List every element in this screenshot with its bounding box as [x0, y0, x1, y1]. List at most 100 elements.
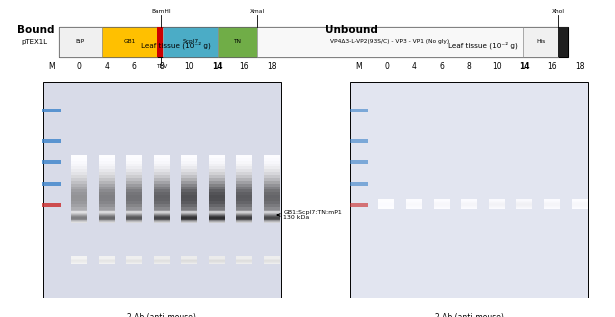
Bar — [154, 211, 170, 214]
Bar — [181, 181, 197, 184]
Bar — [209, 172, 225, 175]
Bar — [71, 164, 87, 166]
Bar — [264, 212, 280, 215]
Bar — [489, 204, 505, 207]
Bar — [154, 161, 170, 164]
Text: pTEX1L: pTEX1L — [22, 39, 47, 45]
Bar — [154, 259, 170, 261]
Bar — [209, 164, 225, 166]
Bar — [264, 155, 280, 158]
Bar — [98, 259, 114, 261]
Text: Unbound: Unbound — [325, 25, 378, 35]
Bar — [237, 257, 253, 260]
Bar — [237, 218, 253, 221]
Bar — [264, 186, 280, 190]
Bar — [181, 175, 197, 178]
Bar — [209, 201, 225, 204]
Bar — [71, 192, 87, 195]
Bar — [209, 212, 225, 215]
Bar — [461, 199, 477, 201]
Bar — [350, 139, 368, 143]
Bar — [350, 160, 368, 164]
Bar — [71, 166, 87, 169]
Bar — [71, 215, 87, 218]
Bar — [157, 27, 163, 57]
Bar — [98, 195, 114, 198]
Bar — [209, 219, 225, 222]
Bar — [126, 259, 142, 261]
Bar — [98, 184, 114, 187]
Bar — [154, 186, 170, 190]
Bar — [378, 203, 394, 205]
Bar — [181, 207, 197, 210]
Bar — [237, 211, 253, 213]
Bar — [154, 211, 170, 213]
Bar — [43, 82, 280, 298]
Bar — [98, 211, 114, 213]
Bar — [544, 206, 560, 209]
Bar — [181, 204, 197, 207]
Bar — [264, 192, 280, 195]
Bar — [126, 192, 142, 195]
Bar — [154, 259, 170, 262]
Bar — [71, 195, 87, 198]
Bar — [181, 212, 197, 215]
Bar — [434, 206, 450, 209]
Bar — [544, 203, 560, 205]
Bar — [126, 212, 142, 215]
Bar — [154, 214, 170, 217]
Bar — [71, 178, 87, 181]
Bar — [98, 211, 114, 214]
Bar — [489, 201, 505, 203]
Bar — [71, 261, 87, 264]
Bar — [154, 172, 170, 175]
Bar — [71, 172, 87, 175]
Bar — [571, 201, 587, 203]
Bar — [209, 175, 225, 178]
Bar — [434, 203, 450, 205]
Bar — [237, 214, 253, 217]
Bar — [98, 212, 114, 215]
Bar — [98, 215, 114, 218]
Bar — [98, 256, 114, 259]
Bar — [237, 220, 253, 223]
Bar — [98, 178, 114, 181]
Bar — [264, 198, 280, 201]
Bar — [264, 169, 280, 172]
Bar — [209, 158, 225, 161]
Bar — [71, 155, 87, 158]
Bar — [181, 260, 197, 263]
Bar — [181, 158, 197, 161]
Bar — [42, 203, 61, 207]
Bar — [237, 207, 253, 210]
Text: TEV: TEV — [156, 64, 167, 69]
Bar — [154, 166, 170, 169]
Bar — [264, 261, 280, 264]
Bar — [544, 202, 560, 204]
Bar — [181, 212, 197, 215]
Bar — [237, 201, 253, 204]
Bar — [71, 210, 87, 212]
Bar — [181, 166, 197, 169]
Text: TN: TN — [233, 39, 241, 44]
Bar — [209, 215, 225, 218]
Bar — [98, 192, 114, 195]
Bar — [209, 215, 225, 218]
Text: Scpl7: Scpl7 — [182, 39, 199, 44]
Bar — [351, 82, 588, 298]
Bar — [350, 203, 368, 207]
Bar — [378, 201, 394, 203]
Bar — [154, 258, 170, 261]
Bar — [237, 161, 253, 164]
Bar — [181, 211, 197, 214]
Bar — [209, 261, 225, 264]
Bar — [434, 204, 450, 207]
Bar — [264, 219, 280, 222]
Bar — [209, 212, 225, 215]
Bar — [264, 256, 280, 259]
Bar — [406, 203, 422, 205]
Bar — [98, 207, 114, 210]
Bar — [209, 189, 225, 192]
Bar — [237, 195, 253, 198]
Bar — [237, 259, 253, 261]
